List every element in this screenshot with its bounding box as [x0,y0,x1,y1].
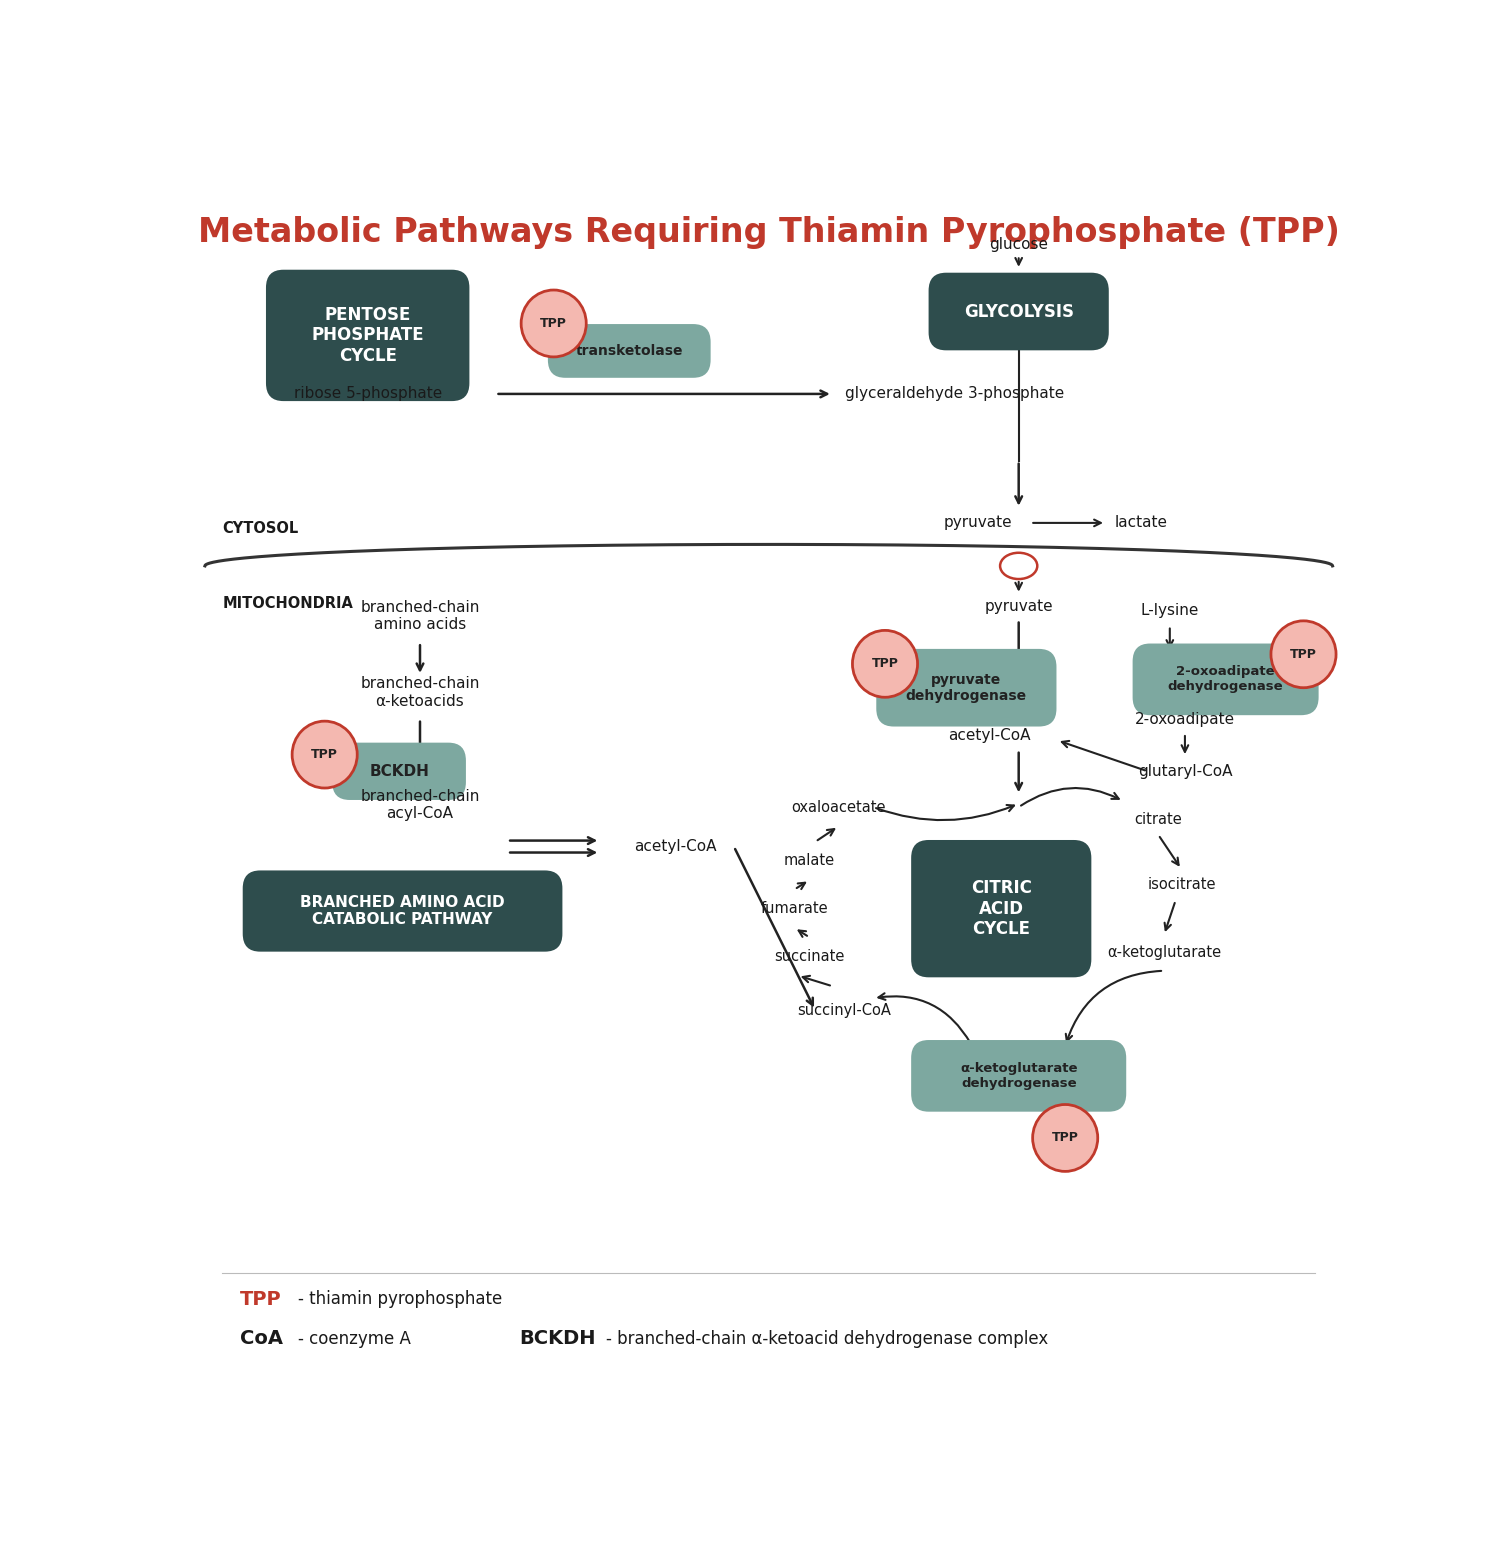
Circle shape [520,290,586,357]
Text: TPP: TPP [871,658,898,670]
Text: oxaloacetate: oxaloacetate [792,800,885,814]
Text: glutaryl-CoA: glutaryl-CoA [1137,763,1232,779]
FancyBboxPatch shape [332,743,466,800]
Text: branched-chain
α-ketoacids: branched-chain α-ketoacids [360,676,480,709]
FancyBboxPatch shape [1132,644,1318,715]
Text: isocitrate: isocitrate [1148,878,1215,892]
Text: BCKDH: BCKDH [519,1329,596,1348]
Text: TPP: TPP [1052,1131,1078,1145]
FancyBboxPatch shape [910,1041,1126,1112]
Text: fumarate: fumarate [760,901,828,917]
Circle shape [1032,1104,1098,1171]
Text: 2-oxoadipate: 2-oxoadipate [1136,712,1234,727]
FancyBboxPatch shape [243,870,562,952]
Text: TPP: TPP [310,748,338,762]
Text: transketolase: transketolase [576,344,682,358]
Text: BCKDH: BCKDH [369,763,429,779]
Text: Metabolic Pathways Requiring Thiamin Pyrophosphate (TPP): Metabolic Pathways Requiring Thiamin Pyr… [198,216,1340,250]
Text: GLYCOLYSIS: GLYCOLYSIS [963,302,1074,321]
Text: MITOCHONDRIA: MITOCHONDRIA [222,596,354,611]
Text: CYTOSOL: CYTOSOL [222,521,298,537]
Text: - coenzyme A: - coenzyme A [298,1329,411,1348]
Text: α-ketoglutarate
dehydrogenase: α-ketoglutarate dehydrogenase [960,1062,1077,1090]
FancyBboxPatch shape [266,270,470,402]
Text: - thiamin pyrophosphate: - thiamin pyrophosphate [298,1290,502,1307]
FancyBboxPatch shape [548,324,711,378]
Text: pyruvate: pyruvate [944,515,1012,530]
Text: malate: malate [784,853,836,869]
Text: PENTOSE
PHOSPHATE
CYCLE: PENTOSE PHOSPHATE CYCLE [312,306,424,364]
Text: citrate: citrate [1134,811,1182,827]
Text: TPP: TPP [540,316,567,330]
Text: L-lysine: L-lysine [1140,603,1198,617]
Circle shape [292,721,357,788]
Text: glyceraldehyde 3-phosphate: glyceraldehyde 3-phosphate [844,386,1065,402]
FancyBboxPatch shape [876,648,1056,726]
Circle shape [852,630,918,698]
Text: CoA: CoA [240,1329,284,1348]
FancyBboxPatch shape [910,841,1092,977]
Text: branched-chain
acyl-CoA: branched-chain acyl-CoA [360,788,480,820]
Text: BRANCHED AMINO ACID
CATABOLIC PATHWAY: BRANCHED AMINO ACID CATABOLIC PATHWAY [300,895,506,927]
Text: succinyl-CoA: succinyl-CoA [798,1002,891,1017]
Text: branched-chain
amino acids: branched-chain amino acids [360,600,480,633]
Text: 2-oxoadipate
dehydrogenase: 2-oxoadipate dehydrogenase [1168,665,1284,693]
Text: lactate: lactate [1114,515,1167,530]
Text: CITRIC
ACID
CYCLE: CITRIC ACID CYCLE [970,879,1032,938]
Text: α-ketoglutarate: α-ketoglutarate [1107,946,1221,960]
Text: acetyl-CoA: acetyl-CoA [634,839,717,855]
Text: - branched-chain α-ketoacid dehydrogenase complex: - branched-chain α-ketoacid dehydrogenas… [606,1329,1048,1348]
Ellipse shape [1000,552,1038,579]
Text: glucose: glucose [988,237,1048,251]
Text: TPP: TPP [240,1290,282,1309]
FancyBboxPatch shape [928,273,1108,351]
Circle shape [1270,620,1336,687]
Text: succinate: succinate [774,949,844,963]
Text: ribose 5-phosphate: ribose 5-phosphate [294,386,442,402]
Text: acetyl-CoA: acetyl-CoA [948,727,1030,743]
Text: pyruvate
dehydrogenase: pyruvate dehydrogenase [906,673,1028,703]
Text: pyruvate: pyruvate [984,599,1053,614]
Text: TPP: TPP [1290,648,1317,661]
